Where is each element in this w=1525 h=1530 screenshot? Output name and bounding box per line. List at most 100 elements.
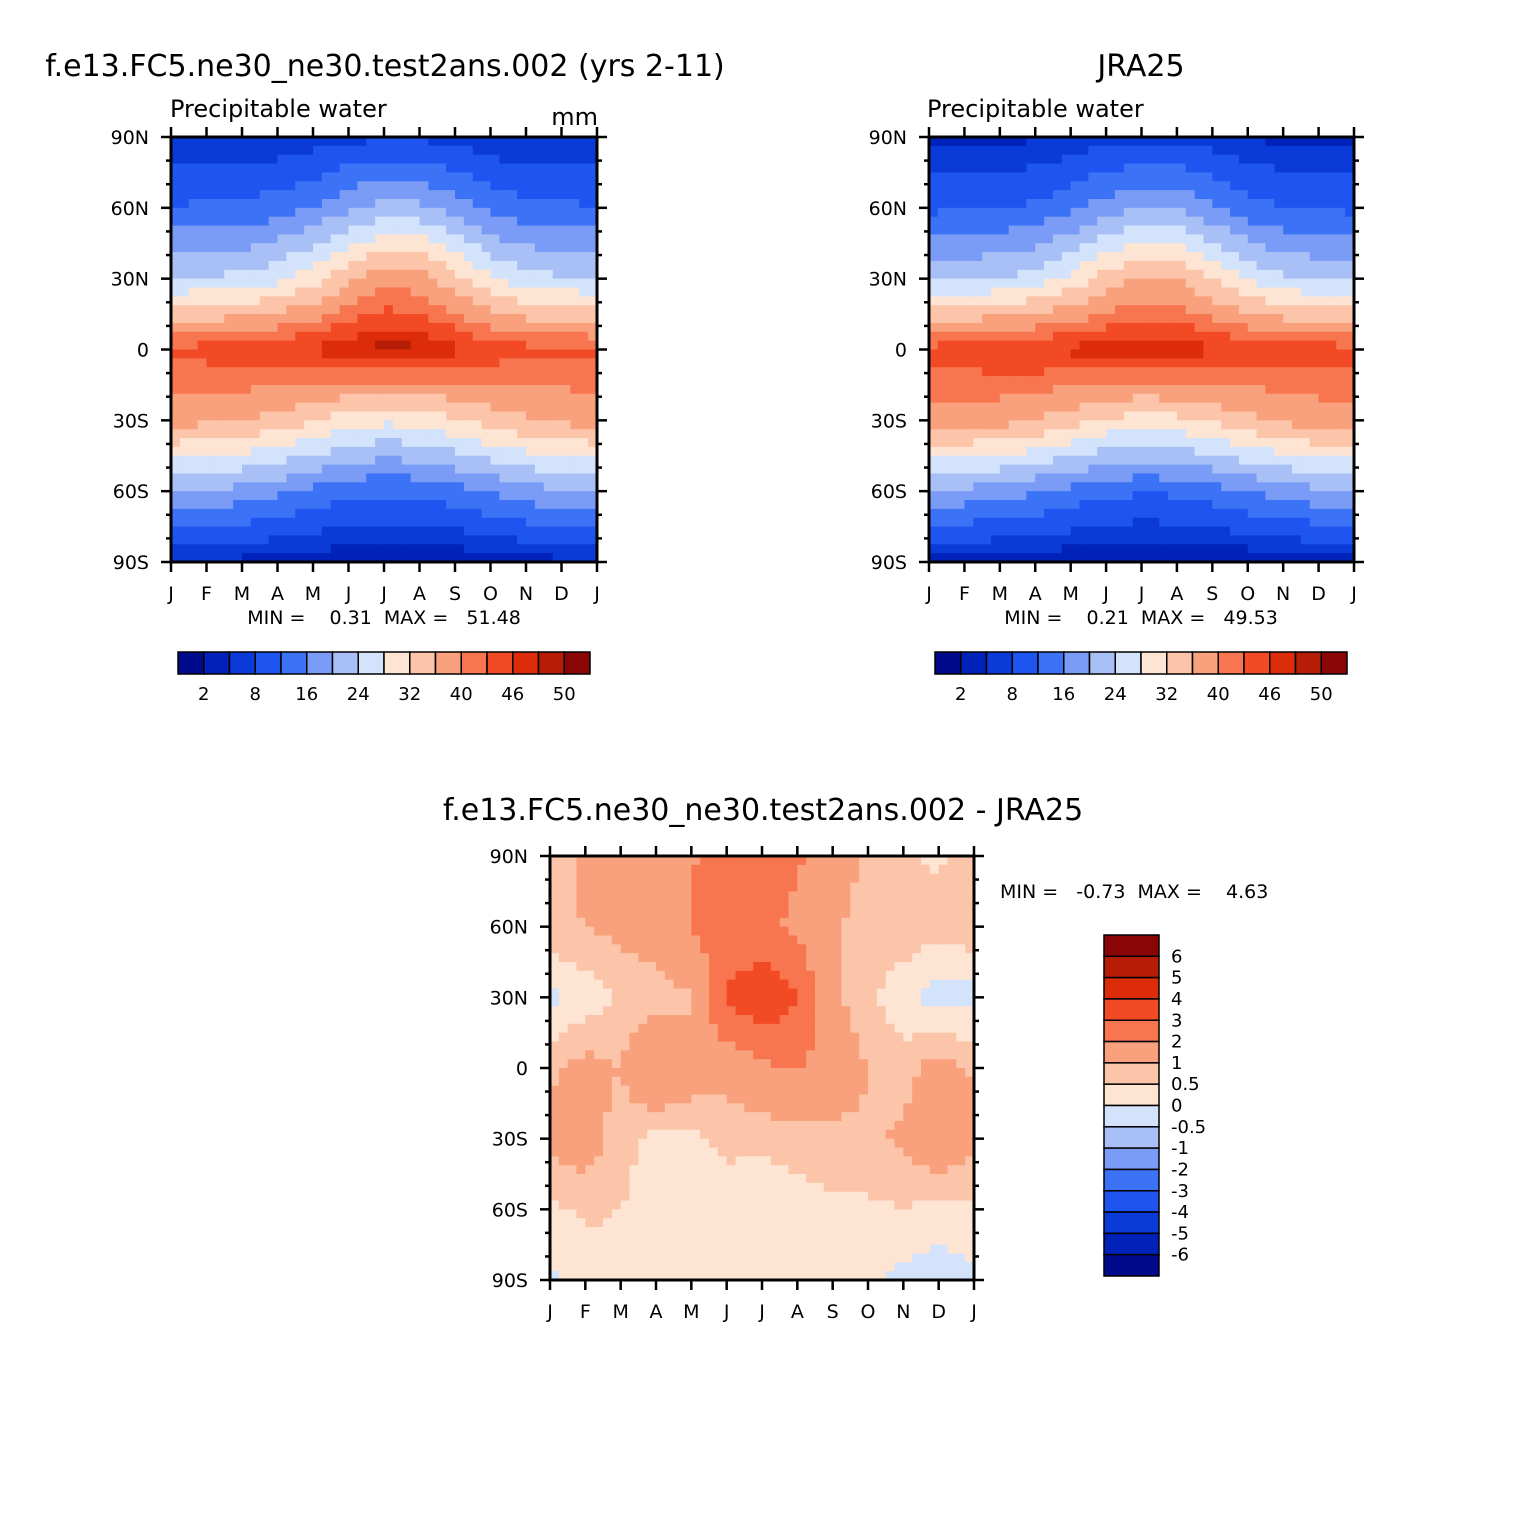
heatmap-cell [544,146,553,155]
heatmap-cell [402,155,411,164]
heatmap-cell [411,447,420,456]
x-tick-label: J [167,583,174,605]
heatmap-cell [1133,394,1142,403]
heatmap-cell [1283,208,1292,217]
heatmap-cell [322,544,331,553]
heatmap-cell [1000,341,1009,350]
heatmap-cell [428,332,437,341]
heatmap-cell [384,270,393,279]
heatmap-cell [1071,314,1080,323]
heatmap-cell [1009,376,1018,385]
heatmap-cell [1018,376,1027,385]
heatmap-cell [1168,509,1177,518]
heatmap-cell [313,394,322,403]
heatmap-cell [1133,518,1142,527]
heatmap-cell [1248,314,1257,323]
heatmap-cell [446,473,455,482]
heatmap-cell [1088,535,1097,544]
heatmap-cell [251,456,260,465]
heatmap-cell [535,305,544,314]
heatmap-cell [1274,341,1283,350]
heatmap-cell [180,199,189,208]
heatmap-cell [1106,473,1115,482]
heatmap-cell [340,270,349,279]
heatmap-cell [1080,243,1089,252]
heatmap-cell [242,438,251,447]
heatmap-cell [366,341,375,350]
heatmap-cell [304,305,313,314]
heatmap-cell [562,155,571,164]
heatmap-cell [1186,465,1195,474]
x-tick-label: J [380,583,387,605]
heatmap-cell [357,146,366,155]
heatmap-cell [912,874,921,883]
heatmap-cell [938,208,947,217]
heatmap-cell [295,527,304,536]
heatmap-cell [594,865,603,874]
heatmap-cell [437,527,446,536]
heatmap-cell [1257,500,1266,509]
heatmap-cell [947,376,956,385]
heatmap-cell [579,518,588,527]
heatmap-cell [570,394,579,403]
heatmap-cell [570,500,579,509]
heatmap-cell [1265,456,1274,465]
heatmap-cell [1115,456,1124,465]
heatmap-cell [1186,544,1195,553]
heatmap-cell [464,146,473,155]
heatmap-cell [215,518,224,527]
heatmap-cell [1177,358,1186,367]
heatmap-cell [278,465,287,474]
heatmap-cell [982,226,991,235]
heatmap-cell [1292,518,1301,527]
heatmap-cell [1133,473,1142,482]
heatmap-cell [428,491,437,500]
heatmap-cell [357,527,366,536]
heatmap-cell [1053,164,1062,173]
heatmap-cell [1026,332,1035,341]
heatmap-cell [295,465,304,474]
heatmap-cell [286,420,295,429]
heatmap-cell [1150,323,1159,332]
heatmap-cell [1301,367,1310,376]
heatmap-cell [1142,155,1151,164]
heatmap-cell [260,385,269,394]
heatmap-cell [1230,217,1239,226]
heatmap-cell [947,447,956,456]
heatmap-cell [215,482,224,491]
heatmap-cell [1203,172,1212,181]
heatmap-cell [1009,261,1018,270]
heatmap-cell [1018,465,1027,474]
heatmap-cell [1106,332,1115,341]
heatmap-cell [1124,199,1133,208]
heatmap-cell [1195,429,1204,438]
heatmap-cell [482,350,491,359]
heatmap-cell [1283,341,1292,350]
heatmap-cell [938,447,947,456]
heatmap-cell [499,385,508,394]
heatmap-cell [1292,341,1301,350]
heatmap-cell [526,429,535,438]
heatmap-cell [402,164,411,173]
heatmap-cell [973,544,982,553]
heatmap-cell [508,544,517,553]
heatmap-cell [402,288,411,297]
heatmap-cell [233,164,242,173]
heatmap-cell [1000,438,1009,447]
panel-2-subtitle: Precipitable water [927,95,1144,123]
heatmap-cell [973,535,982,544]
heatmap-cell [295,350,304,359]
heatmap-cell [464,527,473,536]
heatmap-cell [1088,509,1097,518]
heatmap-cell [886,865,895,874]
heatmap-cell [295,314,304,323]
heatmap-cell [499,411,508,420]
heatmap-cell [269,288,278,297]
heatmap-cell [535,473,544,482]
heatmap-cell [349,155,358,164]
heatmap-cell [1150,394,1159,403]
heatmap-cell [215,270,224,279]
heatmap-cell [1212,155,1221,164]
heatmap-cell [1248,411,1257,420]
heatmap-cell [224,323,233,332]
